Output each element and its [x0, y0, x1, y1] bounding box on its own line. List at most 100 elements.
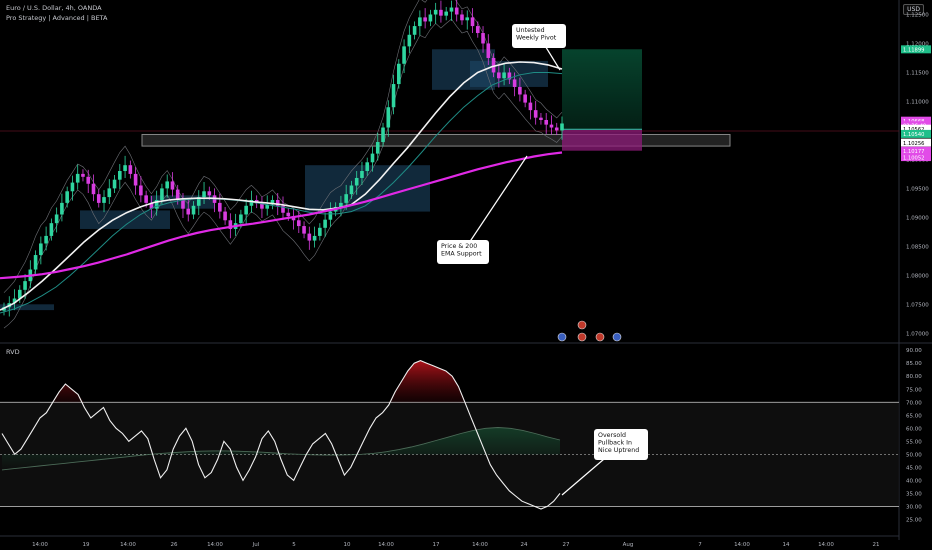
price-tick-label: 1.09500 [906, 186, 929, 192]
indicator-title[interactable]: Pro Strategy | Advanced | BETA [6, 14, 108, 22]
candle-body [239, 214, 243, 224]
candle-body [554, 127, 559, 131]
oversold-callout-text: Pullback In [598, 440, 632, 447]
weekly-pivot-callout-box [512, 24, 566, 48]
candle-body [33, 255, 38, 270]
candle-body [475, 26, 480, 34]
time-tick-label: 14:00 [120, 542, 136, 548]
candle-body [296, 220, 301, 227]
candle-body [465, 17, 470, 21]
candle-body [128, 165, 133, 174]
candle-body [497, 72, 501, 79]
candle-body [17, 289, 22, 299]
candle-body [149, 202, 154, 209]
candle-body [107, 188, 112, 198]
candle-body [75, 173, 80, 183]
candle-body [560, 123, 564, 131]
candle-body [54, 214, 59, 224]
time-tick-label: 14 [783, 542, 790, 548]
currency-button[interactable]: USD [903, 4, 924, 15]
time-tick-label: 14:00 [32, 542, 48, 548]
candle-body [270, 199, 275, 205]
candle-body [491, 57, 496, 73]
price-label-text: 1.10540 [903, 132, 924, 138]
candle-body [175, 189, 180, 200]
candle-body [244, 205, 248, 215]
rvd-tick-label: 75.00 [906, 387, 922, 393]
candle-body [70, 182, 75, 192]
price-label-text: 1.10562 [903, 127, 924, 133]
price-label-tag [901, 45, 931, 54]
time-tick-label: 14:00 [378, 542, 394, 548]
candle-body [418, 17, 422, 27]
long-target-zone [562, 49, 642, 130]
candle-body [133, 173, 138, 186]
price-label-tag [901, 129, 931, 138]
candle-body [23, 281, 27, 290]
price-tick-label: 1.09000 [906, 215, 929, 221]
candle-body [265, 204, 270, 209]
price-tick-label: 1.08000 [906, 273, 929, 279]
rvd-tick-label: 25.00 [906, 517, 922, 523]
oversold-callout-text: Nice Uptrend [598, 447, 639, 454]
candle-body [428, 14, 433, 22]
oversold-callout-text: Oversold [598, 432, 626, 439]
economic-event-icon [577, 320, 587, 330]
long-stop-zone [562, 129, 642, 151]
price-tick-label: 1.07500 [906, 302, 929, 308]
weekly-pivot-callout-text: Weekly Pivot [516, 35, 557, 42]
candle-body [323, 219, 327, 228]
time-tick-label: 17 [433, 542, 440, 548]
candle-body [339, 202, 343, 207]
candle-body [375, 142, 380, 154]
rvd-tick-label: 40.00 [906, 478, 922, 484]
lower-band-line [3, 18, 563, 329]
candle-body [460, 14, 464, 21]
candle-body [386, 107, 391, 128]
rvd-tick-label: 35.00 [906, 491, 922, 497]
candle-body [102, 197, 106, 203]
candle-body [123, 165, 127, 171]
symbol-title[interactable]: Euro / U.S. Dollar, 4h, OANDA [6, 4, 102, 12]
candle-body [96, 194, 101, 203]
candle-body [412, 26, 417, 35]
price-label-text: 1.10256 [903, 141, 924, 147]
candle-body [444, 11, 448, 16]
ema-fast-line [0, 61, 563, 311]
rvd-tick-label: 55.00 [906, 439, 922, 445]
candle-body [191, 205, 196, 215]
time-tick-label: 14:00 [734, 542, 750, 548]
candle-body [391, 84, 396, 108]
signal-line [1, 427, 561, 471]
candle-body [302, 226, 306, 234]
candle-body [470, 17, 475, 27]
time-tick-label: 7 [698, 542, 702, 548]
candle-body [86, 176, 91, 184]
candle-body [344, 194, 348, 203]
candle-body [502, 72, 506, 79]
candle-body [260, 203, 264, 209]
rvd-tick-label: 60.00 [906, 426, 922, 432]
candle-body [139, 185, 143, 196]
price-label-text: 1.10177 [903, 149, 924, 155]
price-label-text: 1.10052 [903, 155, 924, 161]
rvd-tick-label: 90.00 [906, 348, 922, 354]
candle-body [39, 243, 43, 256]
candle-body [507, 72, 512, 80]
time-tick-label: 14:00 [472, 542, 488, 548]
candle-body [202, 191, 206, 198]
rvd-tick-label: 50.00 [906, 452, 922, 458]
time-tick-label: 21 [873, 542, 880, 548]
ema-support-callout-pointer [462, 155, 528, 253]
price-label-tag [901, 116, 931, 125]
candle-body [170, 181, 175, 190]
time-tick-label: 14:00 [207, 542, 223, 548]
candle-body [449, 7, 454, 12]
price-label-tag [901, 153, 931, 162]
rvd-tick-label: 30.00 [906, 504, 922, 510]
candle-body [181, 199, 185, 209]
weekly-pivot-support-zone [141, 133, 731, 147]
candle-body [349, 185, 354, 195]
